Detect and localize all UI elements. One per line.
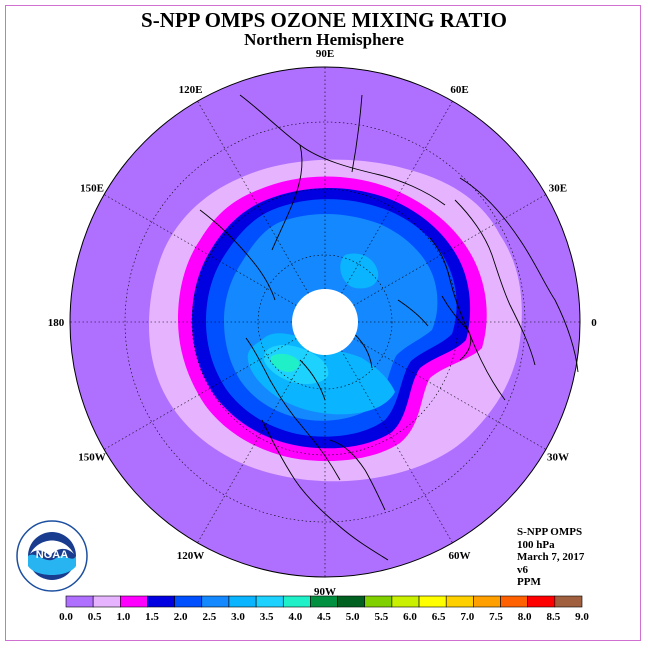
longitude-label: 30W: [547, 452, 569, 464]
colorbar-tick-label: 4.5: [317, 611, 331, 623]
colorbar-tick-label: 8.0: [518, 611, 532, 623]
colorbar-tick-label: 6.0: [403, 611, 417, 623]
page-title: S-NPP OMPS OZONE MIXING RATIO: [141, 8, 507, 32]
info-units: PPM: [517, 576, 541, 588]
meridian-line: [104, 338, 297, 450]
colorbar-tick-label: 1.0: [116, 611, 130, 623]
colorbar-swatch: [337, 595, 366, 608]
colorbar-tick-label: 0.0: [59, 611, 73, 623]
colorbar-tick-label: 4.0: [288, 611, 302, 623]
colorbar-tick-label: 9.0: [575, 611, 589, 623]
colorbar-swatch: [92, 595, 121, 608]
longitude-label: 120W: [177, 550, 205, 562]
colorbar-swatch: [201, 595, 230, 608]
colorbar: 0.0 0.5 1.0 1.5 2.0 2.5 3.0 3.5 4.0 4.5 5.0 5.5 6.0 6…: [59, 595, 589, 623]
coastlines: [199, 94, 579, 561]
colorbar-tick-label: 2.0: [174, 611, 188, 623]
longitude-label: 90W: [314, 586, 336, 598]
meridian-line: [353, 194, 546, 306]
colorbar-tick-label: 5.5: [374, 611, 388, 623]
longitude-label: 120E: [179, 84, 203, 96]
longitude-labels: 90E 60E 30E 0 30W 60W 90W 120W 150W 180 150E 120E: [48, 48, 598, 598]
contour-band-4-0: [270, 353, 300, 372]
longitude-label: 60E: [450, 84, 468, 96]
page-subtitle: Northern Hemisphere: [244, 30, 404, 49]
colorbar-swatch: [391, 595, 420, 608]
info-version: v6: [517, 563, 528, 576]
meridian-line: [353, 338, 546, 450]
longitude-label: 90E: [316, 48, 334, 60]
colorbar-tick-label: 7.5: [489, 611, 503, 623]
meridian-line: [197, 350, 309, 543]
longitude-label: 0: [591, 317, 597, 329]
colorbar-swatch: [174, 595, 203, 608]
colorbar-swatch: [500, 595, 528, 608]
colorbar-swatch: [147, 595, 175, 608]
colorbar-swatch: [527, 595, 556, 608]
colorbar-tick-label: 3.5: [260, 611, 274, 623]
plot-frame: [5, 5, 641, 641]
colorbar-tick-label: 8.5: [546, 611, 560, 623]
colorbar-tick-label: 7.0: [460, 611, 474, 623]
info-level: 100 hPa: [517, 538, 555, 551]
longitude-label: 180: [48, 317, 65, 329]
meridians: [70, 67, 580, 577]
colorbar-tick-label: 5.0: [346, 611, 360, 623]
colorbar-tick-label: 6.5: [432, 611, 446, 623]
colorbar-tick-label: 0.5: [88, 611, 102, 623]
colorbar-tick-label: 3.0: [231, 611, 245, 623]
colorbar-swatch: [554, 595, 583, 608]
info-date: March 7, 2017: [517, 551, 585, 563]
colorbar-swatch: [445, 595, 474, 608]
colorbar-swatch: [473, 595, 501, 608]
info-block: S-NPP OMPS 100 hPa March 7, 2017 v6 PPM: [517, 526, 584, 589]
colorbar-swatch: [65, 595, 94, 608]
colorbar-swatch: [120, 595, 148, 608]
colorbar-swatch: [255, 595, 284, 608]
colorbar-tick-label: 1.5: [145, 611, 159, 623]
longitude-label: 60W: [449, 550, 471, 562]
noaa-logo: NOAA: [16, 520, 88, 592]
meridian-line: [197, 101, 309, 294]
pole-no-data: [292, 289, 358, 355]
colorbar-swatch: [364, 595, 393, 608]
meridian-line: [341, 350, 453, 543]
longitude-label: 150W: [78, 452, 106, 464]
colorbar-swatch: [418, 595, 447, 608]
colorbar-swatch: [310, 595, 338, 608]
colorbar-swatch: [228, 595, 257, 608]
colorbar-swatch: [282, 595, 311, 608]
longitude-label: 30E: [549, 183, 567, 195]
meridian-line: [104, 194, 297, 306]
logo-text: NOAA: [36, 549, 68, 561]
colorbar-tick-label: 2.5: [202, 611, 216, 623]
meridian-line: [341, 101, 453, 294]
longitude-label: 150E: [80, 183, 104, 195]
info-instrument: S-NPP OMPS: [517, 526, 583, 538]
